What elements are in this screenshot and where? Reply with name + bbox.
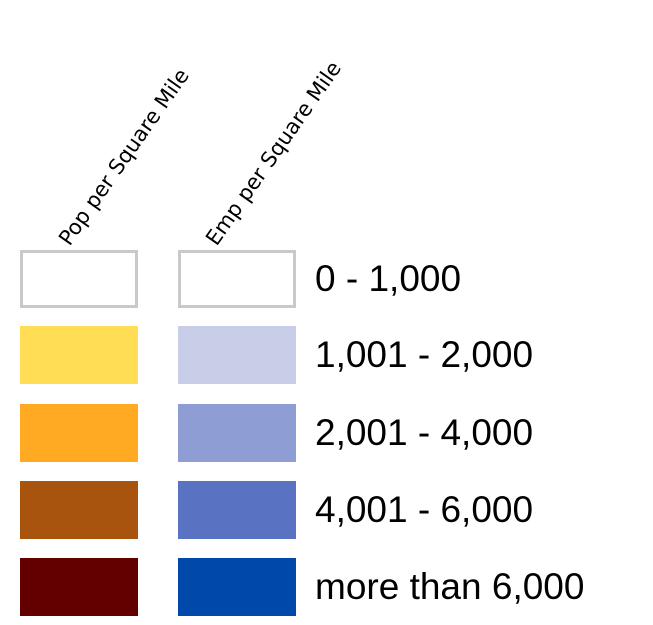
emp-swatch-2 [178,404,296,462]
legend-row-4: more than 6,000 [0,558,653,618]
pop-swatch-2 [20,404,138,462]
range-label-3: 4,001 - 6,000 [315,489,534,530]
legend-row-1: 1,001 - 2,000 [0,326,653,386]
emp-swatch-4 [178,558,296,616]
range-label-2: 2,001 - 4,000 [315,412,534,453]
emp-swatch-0 [178,250,296,308]
pop-swatch-1 [20,326,138,384]
legend-row-0: 0 - 1,000 [0,250,653,310]
legend-row-2: 2,001 - 4,000 [0,404,653,464]
range-label-1: 1,001 - 2,000 [315,334,534,375]
pop-swatch-0 [20,250,138,308]
legend-row-3: 4,001 - 6,000 [0,481,653,541]
range-label-0: 0 - 1,000 [315,258,462,299]
emp-density-header: Emp per Square Mile [201,56,347,250]
pop-density-header: Pop per Square Mile [54,64,194,250]
emp-swatch-1 [178,326,296,384]
pop-swatch-3 [20,481,138,539]
range-label-4: more than 6,000 [315,566,585,607]
emp-swatch-3 [178,481,296,539]
pop-swatch-4 [20,558,138,616]
